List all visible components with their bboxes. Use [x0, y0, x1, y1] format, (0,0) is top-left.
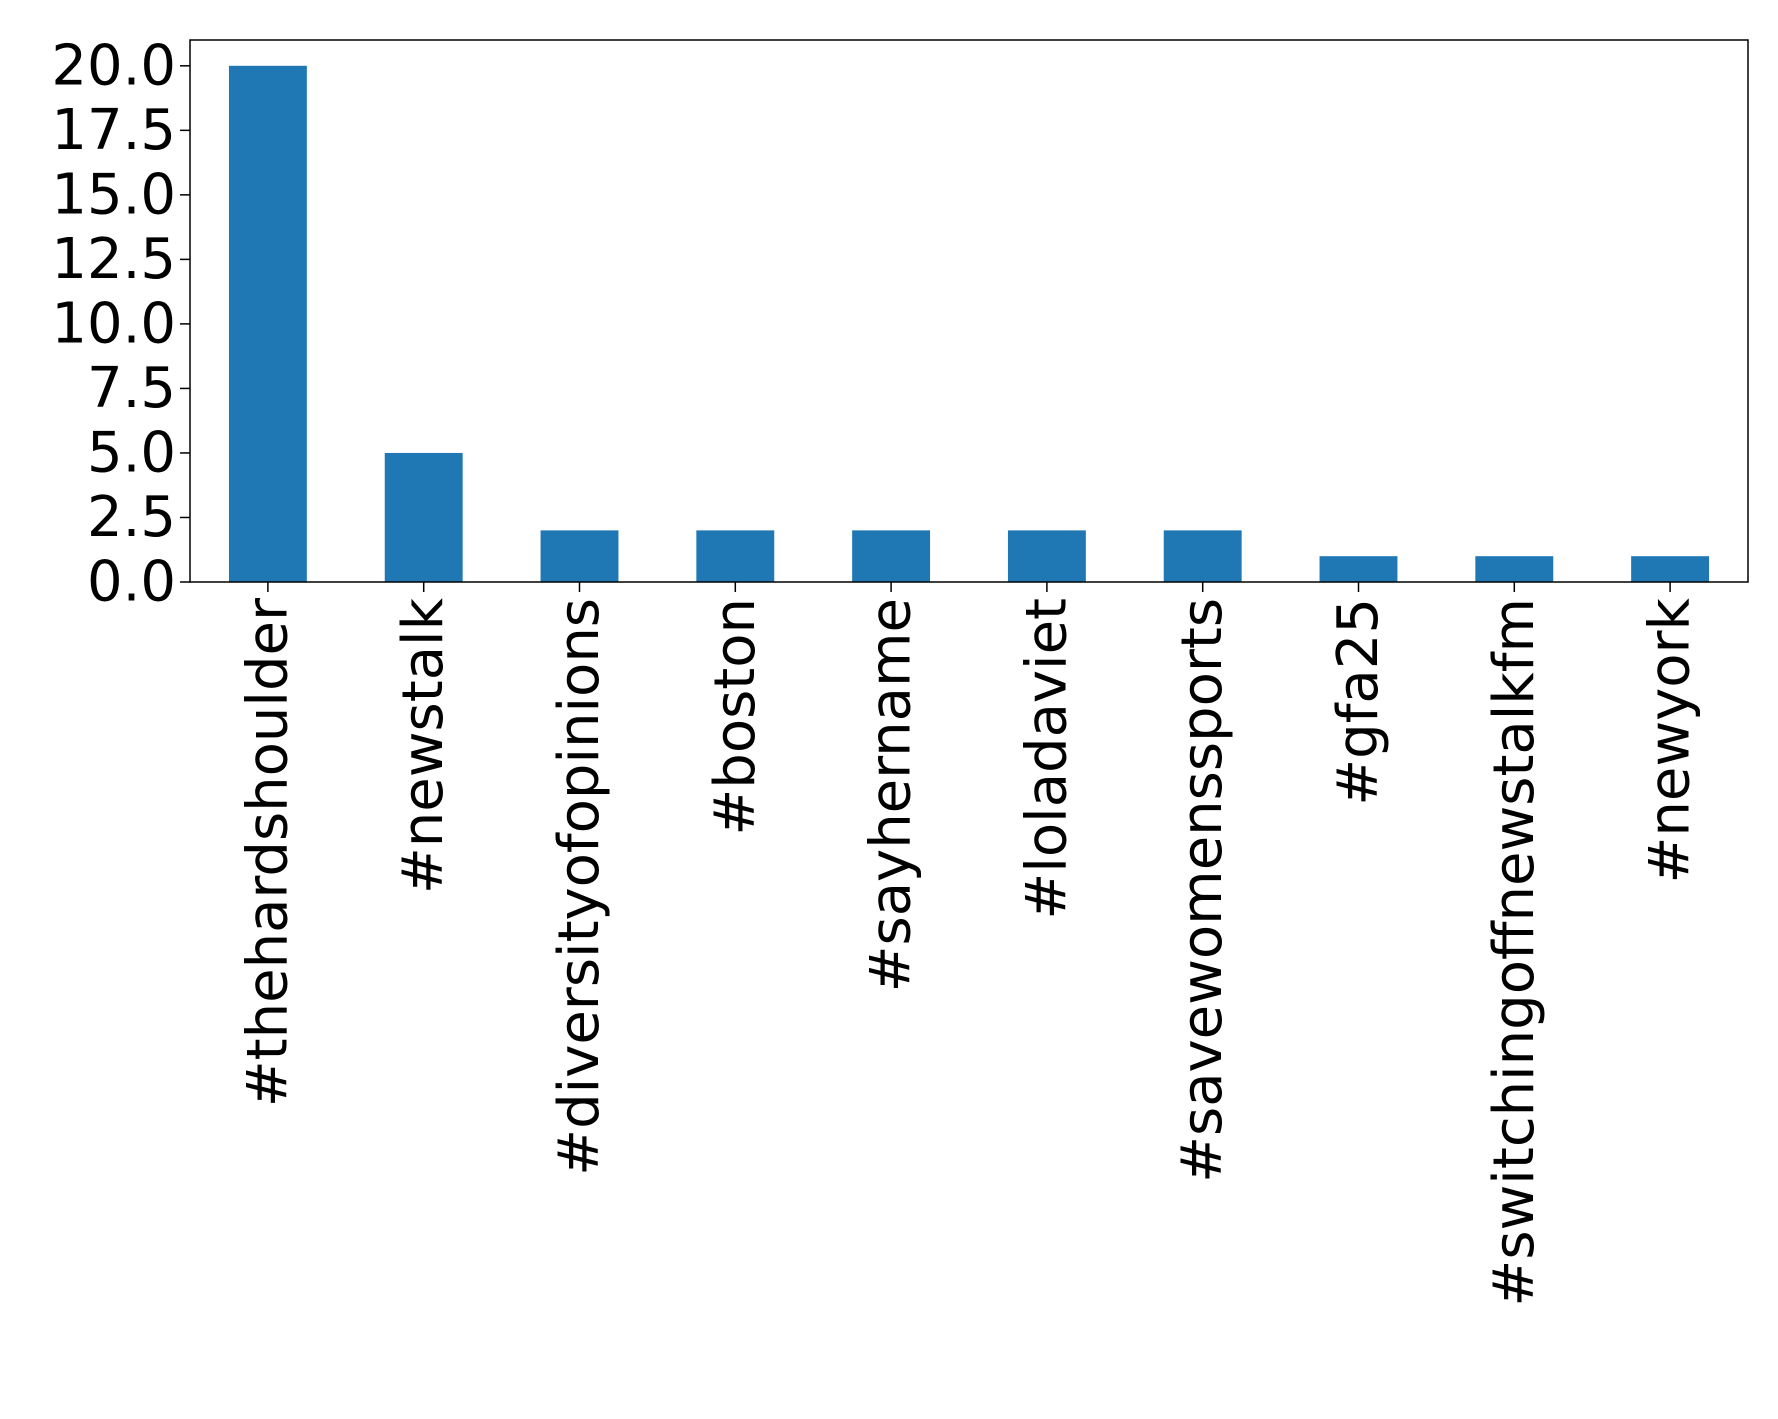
- x-tick-label: #thehardshoulder: [235, 597, 300, 1107]
- x-tick-label: #diversityofopinions: [547, 598, 612, 1176]
- x-tick-label: #boston: [703, 598, 768, 836]
- bar-savewomenssports: [1163, 530, 1242, 582]
- bar-boston: [696, 530, 775, 582]
- x-tick-label: #gfa25: [1326, 598, 1391, 806]
- y-tick-label: 15.0: [51, 162, 176, 227]
- y-tick-label: 12.5: [51, 227, 176, 292]
- x-tick-label: #sayhername: [859, 598, 924, 992]
- x-tick-label: #loladaviet: [1014, 598, 1079, 920]
- y-axis: 0.02.55.07.510.012.515.017.520.0: [51, 33, 190, 615]
- y-tick-label: 7.5: [87, 356, 176, 421]
- bar-newstalk: [384, 452, 463, 582]
- y-tick-label: 20.0: [51, 33, 176, 98]
- bar-thehardshoulder: [228, 65, 307, 583]
- plot-frame: [189, 39, 1749, 583]
- y-tick-label: 2.5: [87, 485, 176, 550]
- bars-group: [228, 65, 1710, 583]
- bar-switchingoffnewstalkfm: [1475, 556, 1554, 582]
- bar-diversityofopinions: [540, 530, 619, 582]
- bar-sayhername: [852, 530, 931, 582]
- y-tick-label: 17.5: [51, 98, 176, 163]
- y-tick-label: 0.0: [87, 550, 176, 615]
- y-tick-label: 10.0: [51, 291, 176, 356]
- bar-gfa25: [1319, 556, 1398, 582]
- x-tick-label: #newyork: [1638, 597, 1703, 883]
- x-tick-label: #newstalk: [391, 597, 456, 894]
- x-tick-label: #savewomenssports: [1170, 598, 1235, 1183]
- x-axis: #thehardshoulder #newstalk #diversityofopi…: [235, 582, 1703, 1307]
- bar-newyork: [1631, 556, 1710, 582]
- x-tick-label: #switchingoffnewstalkfm: [1482, 598, 1547, 1307]
- y-tick-label: 5.0: [87, 420, 176, 485]
- bar-loladaviet: [1007, 530, 1086, 582]
